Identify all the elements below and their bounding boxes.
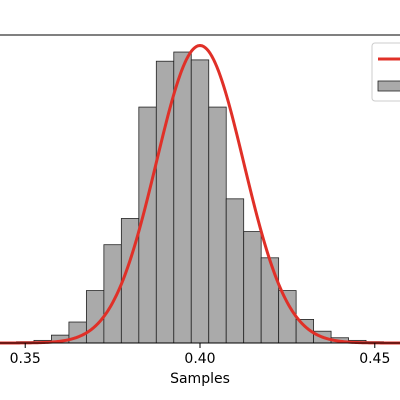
histogram-bar [208, 106, 227, 344]
x-tick-label: 0.35 [10, 351, 41, 367]
histogram-bars [16, 51, 384, 344]
fit-curve-layer [0, 43, 400, 345]
x-tick-label: 0.40 [184, 351, 215, 367]
legend-bar-swatch [377, 80, 400, 92]
x-tick-label: 0.45 [359, 351, 390, 367]
histogram-bar [173, 51, 192, 344]
histogram-bar [190, 59, 210, 344]
histogram-bar [260, 257, 280, 344]
histogram-bar [243, 231, 262, 344]
legend [371, 42, 400, 102]
histogram-bar [225, 198, 245, 344]
x-ticks: 0.35 0.40 0.45 [10, 343, 390, 367]
x-axis-label: Samples [170, 371, 230, 387]
legend-box [371, 42, 400, 102]
histogram-bar [278, 290, 297, 344]
histogram-bar [85, 290, 105, 344]
normal-fit-curve [0, 43, 400, 345]
histogram-bar [103, 244, 122, 344]
